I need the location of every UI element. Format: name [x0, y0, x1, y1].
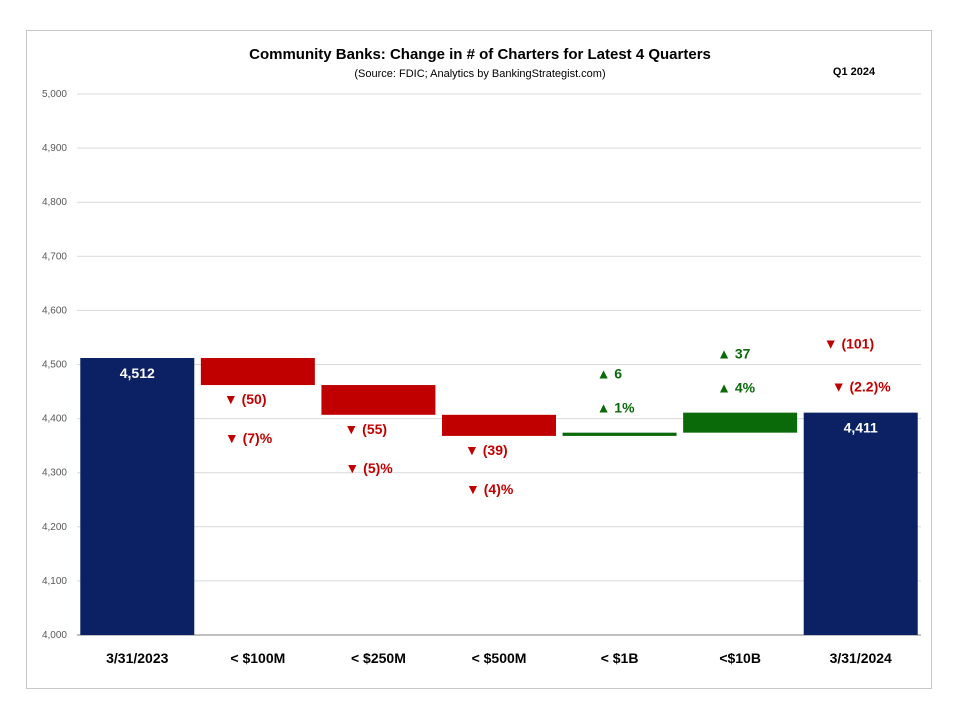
- bar-increase: [683, 412, 798, 433]
- x-tick-label: < $250M: [351, 650, 406, 666]
- x-tick-label: 3/31/2024: [830, 650, 892, 666]
- x-tick-label: < $500M: [472, 650, 527, 666]
- x-tick-label: < $100M: [230, 650, 285, 666]
- y-tick-label: 4,200: [42, 522, 67, 533]
- y-tick-label: 4,400: [42, 414, 67, 425]
- chart-title: Community Banks: Change in # of Charters…: [249, 46, 711, 63]
- chart-subtitle: (Source: FDIC; Analytics by BankingStrat…: [354, 68, 605, 80]
- y-tick-label: 4,700: [42, 251, 67, 262]
- total-value-label: 4,411: [844, 420, 878, 436]
- y-tick-label: 4,500: [42, 360, 67, 371]
- x-tick-label: <$10B: [719, 650, 761, 666]
- total-value-label: 4,512: [120, 365, 155, 381]
- net-change-label: ▼ (101): [824, 336, 874, 352]
- y-tick-label: 5,000: [42, 89, 67, 100]
- x-tick-label: 3/31/2023: [106, 650, 168, 666]
- y-tick-label: 4,800: [42, 197, 67, 208]
- pct-change-label: ▼ (4)%: [466, 481, 514, 497]
- net-pct-change-label: ▼ (2.2)%: [832, 379, 892, 395]
- bar-decrease: [442, 414, 556, 436]
- waterfall-chart: Community Banks: Change in # of Charters…: [42, 46, 921, 666]
- bar-increase: [562, 432, 677, 436]
- bar-labels: 4,512 ▼ (50) ▼ (7)% ▼ (55) ▼ (5)% ▼ (39) ▼ (4)…: [120, 336, 891, 497]
- x-axis-ticks: 3/31/2023 < $100M < $250M < $500M < $1B <$10B…: [106, 650, 892, 666]
- y-tick-label: 4,900: [42, 143, 67, 154]
- change-label: ▼ (39): [465, 442, 508, 458]
- change-label: ▼ (55): [344, 421, 387, 437]
- pct-change-label: ▼ (5)%: [345, 460, 393, 476]
- bar-total: [803, 412, 918, 635]
- period-label: Q1 2024: [833, 66, 876, 78]
- pct-change-label: ▲ 4%: [717, 380, 756, 396]
- bar-decrease: [200, 358, 315, 386]
- y-tick-label: 4,100: [42, 576, 67, 587]
- change-label: ▼ (50): [224, 391, 267, 407]
- y-tick-label: 4,300: [42, 468, 67, 479]
- bar-decrease: [321, 385, 436, 415]
- chart-frame: Community Banks: Change in # of Charters…: [26, 30, 932, 689]
- y-axis-ticks: 4,000 4,100 4,200 4,300 4,400 4,500 4,600 4,700…: [42, 89, 67, 641]
- y-tick-label: 4,000: [42, 630, 67, 641]
- y-tick-label: 4,600: [42, 305, 67, 316]
- pct-change-label: ▲ 1%: [597, 400, 636, 416]
- change-label: ▲ 6: [597, 366, 623, 382]
- change-label: ▲ 37: [717, 346, 751, 362]
- bar-total: [80, 358, 195, 635]
- x-tick-label: < $1B: [601, 650, 639, 666]
- bars: [80, 358, 918, 635]
- pct-change-label: ▼ (7)%: [225, 430, 273, 446]
